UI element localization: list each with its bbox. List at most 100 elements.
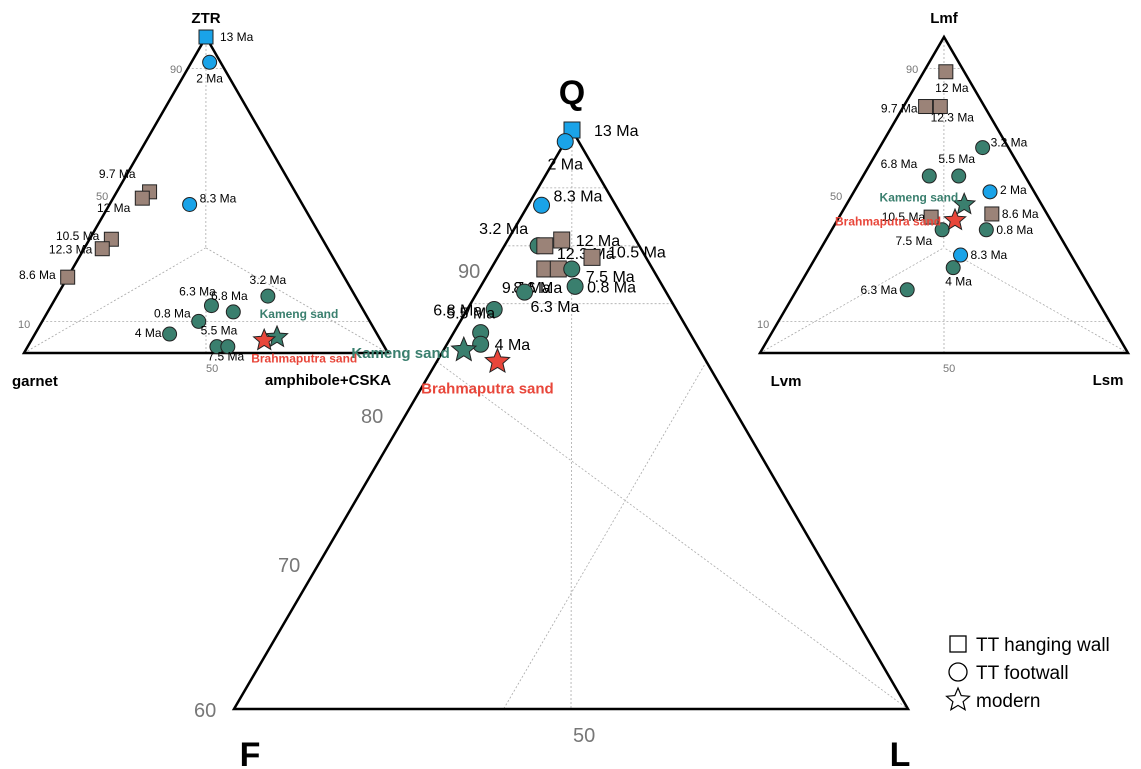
- point-label: 4 Ma: [135, 326, 162, 340]
- point-label: 10.5 Ma: [882, 210, 926, 224]
- data-point-circle: [203, 298, 219, 314]
- point-label: 2 Ma: [1000, 183, 1027, 197]
- point-label: 7.5 Ma: [586, 269, 635, 286]
- data-point-square: [923, 209, 939, 225]
- point-label: 9.7 Ma: [99, 167, 136, 181]
- data-point-circle: [191, 313, 207, 329]
- grid-label: 50: [206, 363, 218, 375]
- data-point-star: [450, 335, 478, 362]
- data-point-circle: [921, 168, 937, 184]
- point-label: 8.3 Ma: [200, 191, 237, 205]
- grid-label: 50: [96, 191, 108, 203]
- data-point-square: [583, 248, 601, 266]
- data-point-circle: [899, 282, 915, 298]
- point-label: 6.3 Ma: [861, 283, 898, 297]
- legend-label: TT hanging wall: [976, 635, 1110, 656]
- data-point-star: [252, 327, 277, 351]
- data-point-circle: [220, 339, 236, 355]
- apex-label-right: Lsm: [1093, 372, 1124, 389]
- grid-line: [436, 361, 909, 710]
- data-point-circle: [945, 260, 961, 276]
- data-point-square: [198, 29, 214, 45]
- data-point-circle: [951, 168, 967, 184]
- circle-icon: [948, 662, 968, 682]
- data-point-circle: [485, 300, 503, 318]
- apex-label-top: Q: [559, 74, 585, 112]
- point-label: 3.2 Ma: [991, 136, 1028, 150]
- point-label: 8.6 Ma: [19, 268, 56, 282]
- legend-label: TT footwall: [976, 663, 1069, 684]
- data-point-circle: [975, 140, 991, 156]
- data-point-square: [932, 99, 948, 115]
- data-point-circle: [982, 184, 998, 200]
- data-point-circle: [472, 335, 490, 353]
- data-point-circle: [182, 196, 198, 212]
- point-label: 2 Ma: [196, 71, 223, 85]
- data-point-circle: [978, 222, 994, 238]
- point-label: 6.8 Ma: [881, 157, 918, 171]
- point-label: 5.5 Ma: [446, 306, 495, 323]
- grid-label: 80: [361, 406, 383, 428]
- grid-line: [23, 247, 207, 354]
- data-point-circle: [260, 288, 276, 304]
- point-label: 7.5 Ma: [207, 350, 244, 364]
- data-point-star: [484, 347, 511, 374]
- triangle-frame: [21, 34, 391, 355]
- data-point-circle: [953, 247, 969, 263]
- point-label: 3.2 Ma: [250, 273, 287, 287]
- apex-label-top: Lmf: [930, 10, 959, 27]
- grid-label: 50: [573, 725, 595, 747]
- apex-label-right: amphibole+CSKA: [265, 372, 391, 389]
- data-point-square: [918, 99, 934, 115]
- data-point-circle: [225, 304, 241, 320]
- point-label: 13 Ma: [220, 30, 254, 44]
- legend-label: modern: [976, 691, 1040, 712]
- apex-label-left: garnet: [12, 373, 58, 390]
- data-point-star: [943, 207, 967, 231]
- point-label: Brahmaputra sand: [251, 351, 357, 365]
- apex-label-left: Lvm: [771, 373, 802, 390]
- point-label: Kameng sand: [260, 307, 339, 321]
- point-label: 0.8 Ma: [996, 223, 1033, 237]
- point-label: 12 Ma: [935, 81, 969, 95]
- point-label: 8.3 Ma: [971, 248, 1008, 262]
- lithic-ternary: 90 50 10 50 Lmf Lvm Lsm 12 Ma 9.7 Ma 12.3 Ma 3.2 M…: [757, 10, 1131, 390]
- data-point-circle: [566, 277, 584, 295]
- point-label: 12 Ma: [97, 201, 131, 215]
- grid-line: [943, 247, 1129, 354]
- data-point-square: [938, 64, 954, 80]
- point-label: 6.8 Ma: [211, 289, 248, 303]
- point-label: 8.6 Ma: [1002, 207, 1039, 221]
- data-point-square: [134, 190, 150, 206]
- point-label: 5.5 Ma: [938, 152, 975, 166]
- point-label: 2 Ma: [547, 157, 583, 174]
- legend: TT hanging wall TT footwall modern: [945, 635, 1110, 712]
- data-point-circle: [202, 54, 218, 70]
- point-label: 10.5 Ma: [608, 244, 666, 261]
- triangle-frame: [231, 127, 911, 711]
- data-point-circle: [934, 222, 950, 238]
- data-point-square: [94, 241, 110, 257]
- point-label: 13 Ma: [594, 123, 639, 140]
- point-label: Brahmaputra sand: [835, 214, 941, 228]
- point-label: 4 Ma: [495, 337, 531, 354]
- data-point-circle: [516, 283, 534, 301]
- grid-line: [205, 247, 389, 354]
- point-label: 9.7 Ma: [881, 102, 918, 116]
- data-point-square: [60, 269, 76, 285]
- grid-label: 70: [278, 555, 300, 577]
- apex-label-right: L: [890, 736, 911, 769]
- data-point-square: [536, 237, 554, 255]
- grid-label: 90: [906, 64, 918, 76]
- grid-line: [503, 361, 707, 710]
- point-label: 6.3 Ma: [179, 285, 216, 299]
- point-label: 6.3 Ma: [531, 299, 580, 316]
- point-label: 7.5 Ma: [895, 234, 932, 248]
- apex-label-left: F: [240, 736, 261, 769]
- data-point-square: [553, 231, 571, 249]
- point-label: 12 Ma: [576, 233, 621, 250]
- point-label: 10.5 Ma: [56, 229, 100, 243]
- grid-label: 50: [943, 363, 955, 375]
- point-label: 5.5 Ma: [201, 324, 238, 338]
- point-label: 0.8 Ma: [587, 279, 636, 296]
